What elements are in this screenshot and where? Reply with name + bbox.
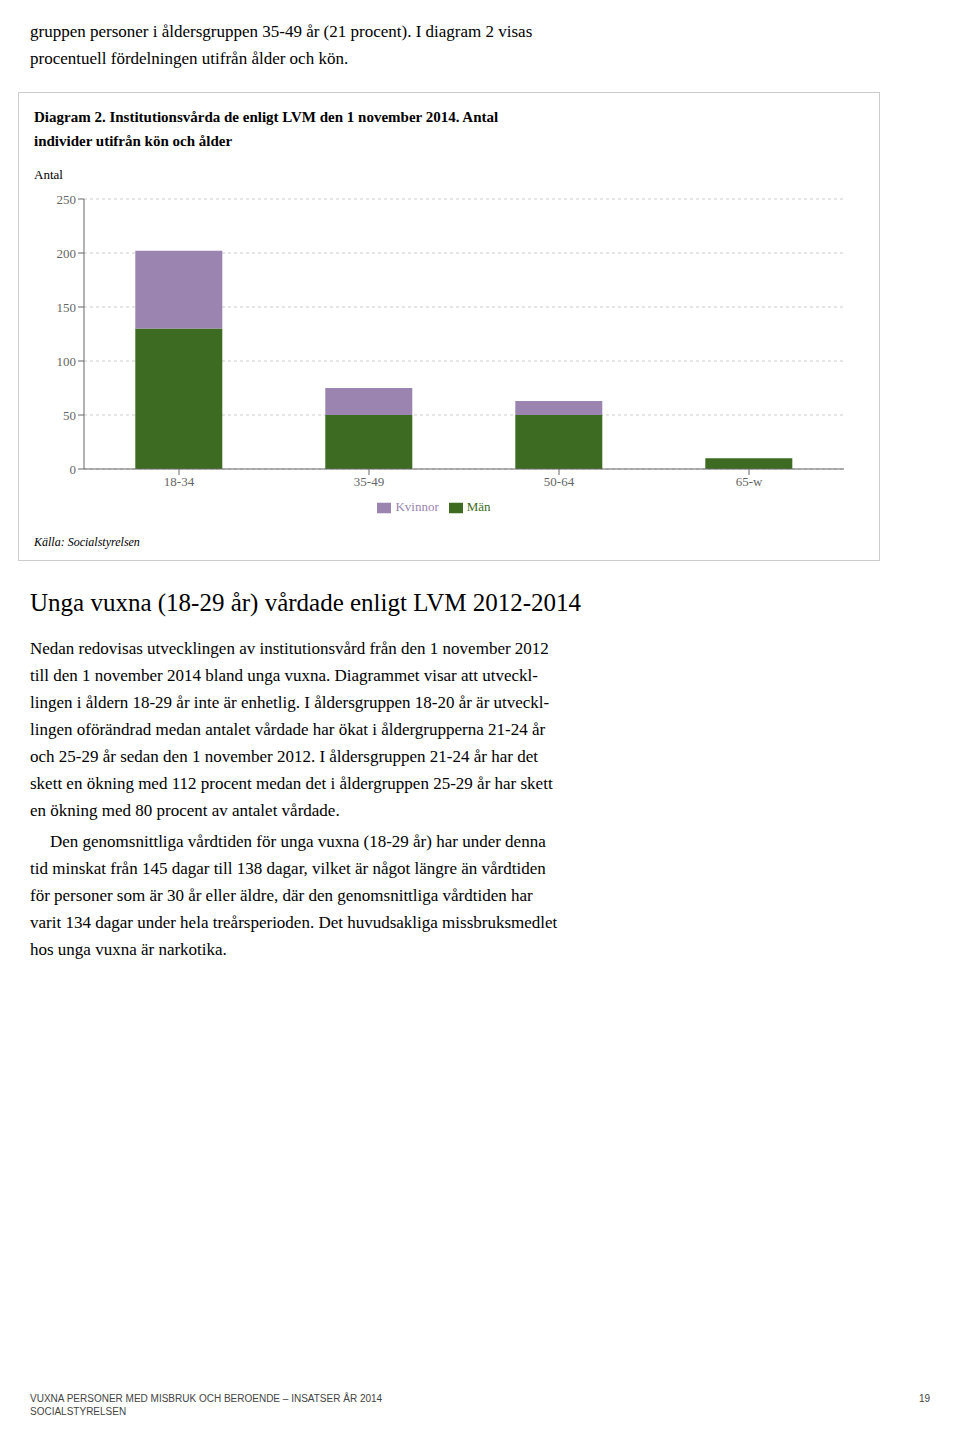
html-text:VUXNA PERSONER MED MISBRUK OCH: VUXNA PERSONER MED MISBRUK OCH BEROENDE … (30, 1393, 383, 1404)
html-text:för personer som är 30 år elle: för personer som är 30 år eller äldre, d… (30, 886, 533, 905)
svg-text:50-64: 50-64 (544, 474, 575, 489)
svg-text:35-49: 35-49 (354, 474, 384, 489)
html-text:Nedan redovisas utvecklingen a: Nedan redovisas utvecklingen av institut… (30, 639, 549, 658)
html-text:lingen i åldern 18-29 år inte: lingen i åldern 18-29 år inte är enhetli… (30, 693, 550, 712)
html-text:hos unga vuxna är narkotika.: hos unga vuxna är narkotika. (30, 940, 227, 959)
html-text:till den 1 november 2014 bland: till den 1 november 2014 bland unga vuxn… (30, 666, 538, 685)
html-text:lingen oförändrad medan antale: lingen oförändrad medan antalet vårdade … (30, 720, 546, 739)
html-text:19: 19 (918, 1393, 930, 1404)
html-text:Unga vuxna (18-29 år) vårdade: Unga vuxna (18-29 år) vårdade enligt LVM… (30, 589, 581, 616)
svg-text:50: 50 (63, 408, 76, 423)
html-text:en ökning med 80 procent av an: en ökning med 80 procent av antalet vård… (30, 801, 340, 820)
svg-text:250: 250 (57, 192, 77, 207)
html-text:tid minskat från 145 dagar til: tid minskat från 145 dagar till 138 daga… (30, 859, 546, 878)
svg-text:150: 150 (57, 300, 77, 315)
html-text:varit 134 dagar under hela tre: varit 134 dagar under hela treårsperiode… (30, 913, 558, 932)
html-text:Män: Män (466, 499, 491, 514)
html-text:Antal: Antal (34, 167, 63, 182)
html-text:Den genomsnittliga vårdtiden f: Den genomsnittliga vårdtiden för unga vu… (50, 832, 546, 851)
html-text:procentuell fördelningen utifr: procentuell fördelningen utifrån ålder o… (30, 49, 349, 68)
svg-text:0: 0 (70, 462, 77, 477)
html-text:Diagram 2. Institutionsvårda d: Diagram 2. Institutionsvårda de enligt L… (34, 109, 499, 149)
html-text:Källa: Socialstyrelsen: Källa: Socialstyrelsen (34, 535, 140, 549)
svg-text:100: 100 (57, 354, 77, 369)
svg-text:18-34: 18-34 (164, 474, 195, 489)
html-text:skett en ökning med 112 procen: skett en ökning med 112 procent medan de… (30, 774, 553, 793)
svg-text:65-w: 65-w (736, 474, 763, 489)
html-text:gruppen personer i åldersgrupp: gruppen personer i åldersgruppen 35-49 å… (30, 22, 533, 41)
html-text:och 25-29 år sedan den 1 novem: och 25-29 år sedan den 1 november 2012. … (30, 747, 538, 766)
svg-text:200: 200 (57, 246, 77, 261)
html-text:SOCIALSTYRELSEN: SOCIALSTYRELSEN (30, 1406, 127, 1417)
html-text:Kvinnor: Kvinnor (395, 499, 439, 514)
